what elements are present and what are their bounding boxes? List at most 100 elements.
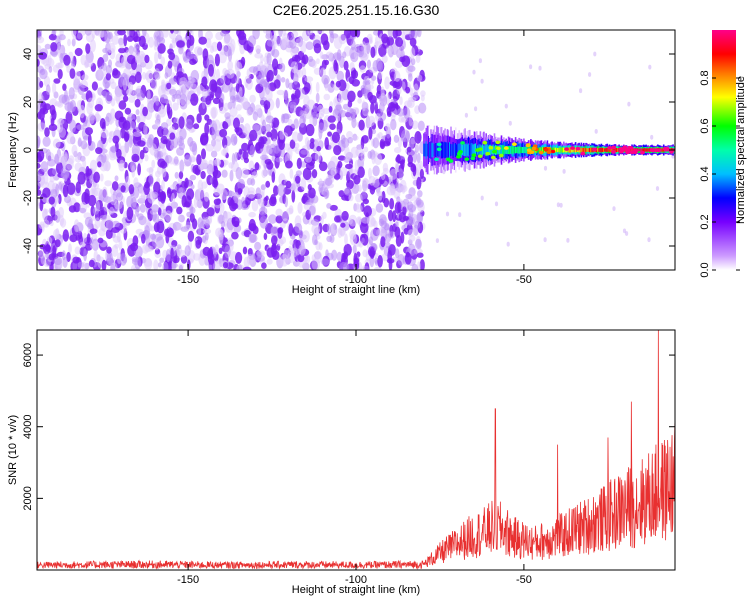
noise-speckle	[282, 89, 289, 101]
noise-speckle	[198, 36, 207, 45]
noise-speckle	[186, 188, 195, 201]
noise-speckle	[38, 51, 48, 60]
heatmap-ytick-label: 0	[22, 147, 34, 153]
noise-speckle	[58, 34, 66, 41]
noise-speckle	[37, 36, 45, 44]
noise-speckle	[263, 232, 268, 240]
noise-speckle	[118, 239, 123, 251]
noise-speckle	[130, 46, 138, 57]
noise-speckle	[146, 167, 154, 173]
signal-band-strip	[583, 147, 585, 153]
noise-speckle	[180, 226, 189, 232]
noise-speckle	[314, 151, 322, 163]
noise-speckle	[407, 243, 416, 257]
noise-speckle	[128, 184, 135, 195]
noise-speckle	[201, 88, 209, 99]
noise-speckle	[249, 129, 258, 142]
noise-speckle	[297, 202, 303, 214]
noise-speckle	[223, 211, 232, 220]
signal-blob	[475, 148, 481, 152]
signal-band-strip	[453, 143, 456, 157]
noise-speckle	[222, 262, 229, 269]
signal-band-strip	[608, 148, 611, 153]
noise-speckle	[189, 174, 197, 181]
noise-speckle	[137, 213, 144, 221]
noise-speckle	[416, 213, 423, 223]
noise-speckle	[375, 35, 379, 47]
noise-speckle	[93, 171, 100, 183]
noise-speckle	[97, 161, 102, 168]
noise-speckle	[109, 78, 115, 84]
signal-band-strip	[507, 145, 510, 155]
signal-band-strip	[456, 144, 458, 156]
noise-speckle	[151, 159, 156, 169]
noise-speckle	[266, 30, 273, 41]
noise-speckle	[273, 185, 279, 196]
noise-speckle	[114, 126, 120, 137]
noise-speckle	[407, 213, 412, 226]
noise-speckle	[156, 220, 165, 234]
noise-speckle	[265, 115, 275, 124]
noise-speckle	[206, 163, 214, 175]
gap-speckle	[612, 206, 616, 212]
noise-speckle	[89, 39, 96, 53]
noise-speckle	[415, 54, 421, 63]
noise-speckle	[242, 150, 249, 160]
noise-speckle	[220, 30, 227, 37]
noise-speckle	[331, 249, 338, 261]
noise-speckle	[341, 210, 349, 221]
noise-speckle	[393, 70, 401, 82]
gap-speckle	[506, 241, 510, 247]
noise-speckle	[347, 100, 353, 108]
gap-speckle	[562, 169, 566, 174]
noise-speckle	[289, 239, 294, 246]
noise-speckle	[90, 243, 96, 250]
noise-speckle	[408, 235, 416, 242]
noise-speckle	[407, 229, 416, 237]
noise-speckle	[284, 196, 289, 208]
noise-speckle	[175, 131, 181, 142]
noise-speckle	[48, 33, 58, 41]
noise-speckle	[241, 142, 249, 152]
noise-speckle	[376, 133, 381, 141]
noise-speckle	[131, 144, 140, 156]
noise-speckle	[148, 36, 155, 48]
noise-speckle	[235, 83, 240, 93]
signal-band-strip	[603, 147, 605, 153]
signal-blob	[611, 145, 616, 150]
noise-speckle	[288, 82, 294, 90]
noise-speckle	[401, 31, 406, 41]
noise-speckle	[160, 94, 168, 104]
noise-speckle	[246, 68, 251, 79]
noise-speckle	[345, 154, 352, 162]
noise-speckle	[326, 203, 332, 209]
signal-band-strip	[660, 148, 663, 152]
noise-speckle	[395, 60, 403, 69]
noise-speckle	[337, 160, 343, 169]
noise-speckle	[261, 119, 267, 132]
noise-speckle	[248, 160, 255, 171]
signal-band-strip	[454, 143, 457, 158]
noise-speckle	[396, 108, 405, 117]
noise-speckle	[316, 58, 320, 65]
noise-speckle	[311, 258, 321, 270]
signal-band-strip	[443, 142, 445, 158]
noise-speckle	[285, 160, 293, 169]
noise-speckle	[63, 153, 68, 165]
signal-blob	[580, 151, 586, 156]
signal-band-strip	[525, 146, 527, 154]
noise-speckle	[39, 243, 46, 250]
noise-speckle	[97, 87, 104, 96]
gap-speckle	[508, 120, 512, 126]
noise-speckle	[318, 242, 323, 251]
signal-band-strip	[540, 147, 543, 153]
noise-speckle	[94, 104, 103, 112]
noise-speckle	[242, 266, 252, 270]
noise-speckle	[378, 191, 383, 201]
noise-speckle	[276, 36, 282, 47]
noise-speckle	[185, 118, 193, 131]
noise-speckle	[136, 92, 145, 101]
noise-speckle	[61, 94, 70, 105]
noise-speckle	[277, 183, 286, 197]
noise-speckle	[374, 152, 383, 165]
